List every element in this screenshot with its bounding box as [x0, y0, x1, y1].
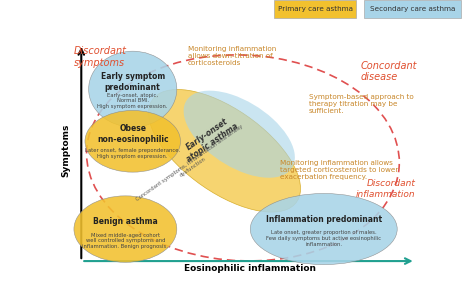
Text: Late onset, greater proportion of males.
Few daily symptoms but active eosinophi: Late onset, greater proportion of males.…	[266, 230, 381, 247]
Text: Benign asthma: Benign asthma	[93, 217, 158, 226]
Text: Early-onset
atopic asthma: Early-onset atopic asthma	[179, 114, 240, 164]
Ellipse shape	[74, 196, 177, 262]
Text: Discordant
symptoms: Discordant symptoms	[74, 47, 127, 68]
FancyBboxPatch shape	[274, 0, 356, 18]
Text: Symptoms: Symptoms	[61, 124, 70, 177]
Text: Monitoring inflammation
allows down-titration of
corticosteroids: Monitoring inflammation allows down-titr…	[188, 47, 276, 67]
Ellipse shape	[183, 91, 295, 178]
Text: Early symptom
predominant: Early symptom predominant	[100, 72, 165, 92]
Ellipse shape	[250, 193, 397, 265]
Text: Early-onset, atopic,
Normal BMI.
High symptom expression.: Early-onset, atopic, Normal BMI. High sy…	[98, 93, 168, 109]
Text: Mixed middle-aged cohort
well controlled symptoms and
inflammation. Benign progn: Mixed middle-aged cohort well controlled…	[82, 233, 168, 249]
Text: Primary care asthma: Primary care asthma	[278, 6, 353, 12]
Text: Discordant
inflammation: Discordant inflammation	[356, 179, 416, 199]
Text: Concordant
disease: Concordant disease	[360, 61, 417, 82]
Text: Secondary care asthma: Secondary care asthma	[370, 6, 455, 12]
Text: Symptom-based approach to
therapy titration may be
sufficient.: Symptom-based approach to therapy titrat…	[309, 94, 414, 114]
Text: Eosinophilic inflammation: Eosinophilic inflammation	[184, 264, 316, 273]
Text: Later onset, female preponderance.
High symptom expression.: Later onset, female preponderance. High …	[85, 148, 180, 159]
Ellipse shape	[89, 51, 177, 127]
Ellipse shape	[85, 111, 181, 172]
Text: Monitoring inflammation allows
targeted corticosteroids to lower
exacerbation fr: Monitoring inflammation allows targeted …	[280, 160, 398, 180]
Text: Concordant symptoms, inflammation and airway
dysfunction: Concordant symptoms, inflammation and ai…	[136, 124, 247, 207]
Text: Obese
non-eosinophilic: Obese non-eosinophilic	[97, 124, 169, 144]
Text: Inflammation predominant: Inflammation predominant	[266, 215, 382, 224]
FancyBboxPatch shape	[364, 0, 461, 18]
Ellipse shape	[148, 90, 301, 212]
